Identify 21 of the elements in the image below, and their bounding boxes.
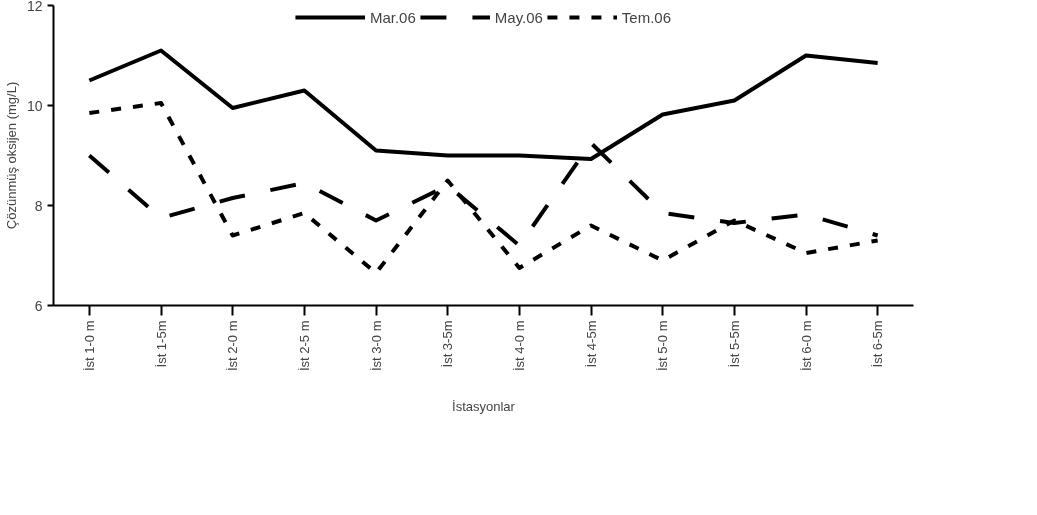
legend-label: Mar.06 [369, 8, 416, 26]
x-tick-label: İst 6-0 m [798, 320, 814, 372]
x-tick-label: İst 2-5 m [296, 320, 312, 372]
x-tick-label: İst 5-0 m [655, 320, 671, 372]
x-tick-label: İst 3-0 m [368, 320, 384, 372]
y-tick-label: 12 [26, 0, 43, 14]
y-axis-title: Çözünmüş oksijen (mg/L) [3, 81, 19, 230]
legend-label: Tem.06 [621, 8, 672, 26]
legend-label: May.06 [494, 8, 543, 26]
x-tick-label: İst 3-5m [440, 320, 456, 368]
x-tick-label: İst 1-5m [153, 320, 169, 368]
x-tick-label: İst 5-5m [726, 320, 742, 368]
x-tick-label: İst 4-5m [583, 320, 599, 368]
y-tick-label: 10 [26, 97, 43, 114]
x-tick-label: İst 4-0 m [511, 320, 527, 372]
y-tick-label: 8 [34, 197, 43, 214]
x-tick-label: İst 2-0 m [225, 320, 241, 372]
x-tick-label: İst 6-5m [870, 320, 886, 368]
x-tick-label: İst 1-0 m [81, 320, 97, 372]
y-tick-label: 6 [34, 297, 43, 314]
x-axis-title: İstasyonlar [452, 399, 516, 415]
